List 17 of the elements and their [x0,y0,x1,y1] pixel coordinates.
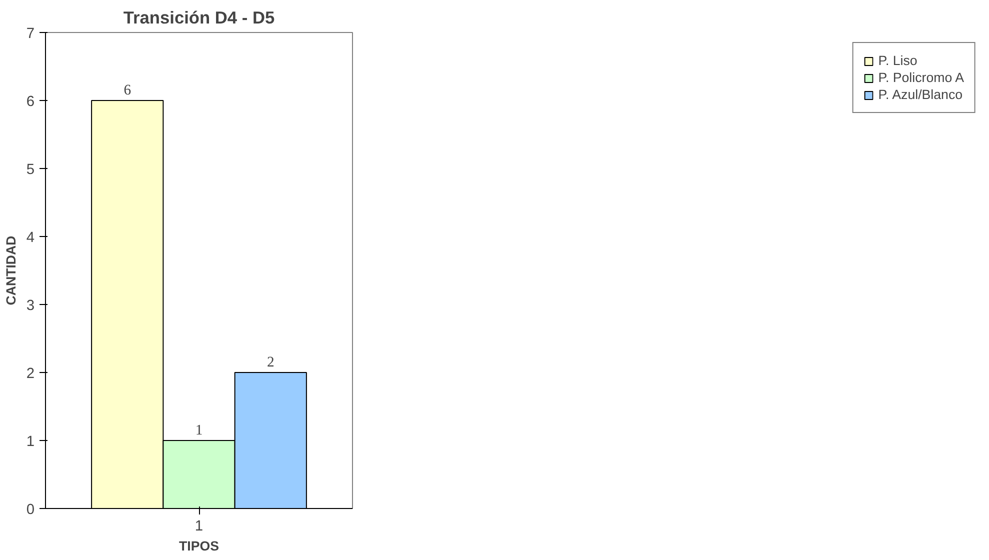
y-axis-title: CANTIDAD [3,235,18,306]
data-label: 2 [266,354,274,370]
y-tick-label: 2 [26,366,35,382]
chart-title: Transición D4 - D5 [123,8,275,28]
legend-label: P. Liso [878,53,918,68]
y-tick-label: 5 [26,162,35,178]
legend-label: P. Policromo A [878,70,964,85]
y-tick-label: 1 [26,434,35,450]
legend-label: P. Azul/Blanco [878,87,963,102]
y-tick-label: 4 [26,230,35,246]
y-tick-label: 7 [26,26,35,42]
y-tick-label: 6 [26,94,35,110]
x-axis-title: TIPOS [179,538,220,554]
data-label: 1 [195,422,203,438]
y-tick-label: 0 [26,502,35,518]
data-label: 6 [124,82,132,98]
y-tick-label: 3 [26,298,35,314]
